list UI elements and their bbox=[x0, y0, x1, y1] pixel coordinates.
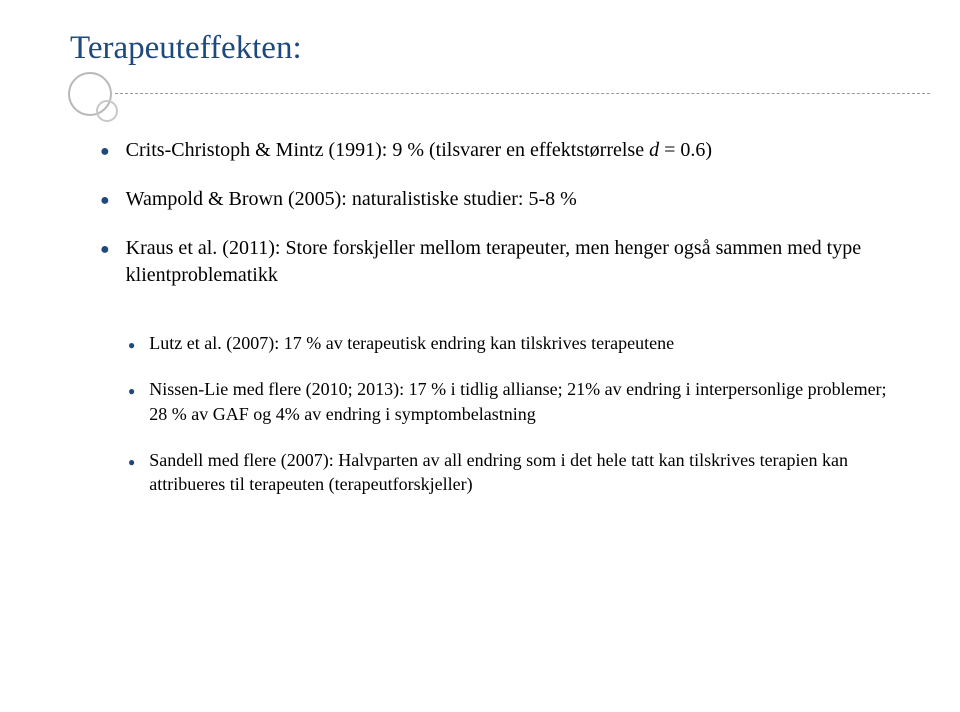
bullet-text: Nissen-Lie med flere (2010; 2013): 17 % … bbox=[149, 377, 890, 426]
text-segment: = 0.6) bbox=[664, 139, 712, 161]
bullet-text: Wampold & Brown (2005): naturalistiske s… bbox=[126, 186, 577, 213]
bullet-text: Crits-Christoph & Mintz (1991): 9 % (til… bbox=[126, 137, 712, 164]
bullet-marker-icon: ● bbox=[100, 141, 110, 163]
bullet-text: Sandell med flere (2007): Halvparten av … bbox=[149, 448, 890, 497]
content-area: ● Crits-Christoph & Mintz (1991): 9 % (t… bbox=[100, 137, 890, 496]
divider-line bbox=[115, 93, 930, 94]
bullet-main-2: ● Wampold & Brown (2005): naturalistiske… bbox=[100, 186, 890, 213]
bullet-main-1: ● Crits-Christoph & Mintz (1991): 9 % (t… bbox=[100, 137, 890, 164]
slide-container: Terapeuteffekten: ● Crits-Christoph & Mi… bbox=[0, 0, 960, 712]
bullet-marker-icon: ● bbox=[128, 454, 135, 470]
text-segment: Crits-Christoph & Mintz (1991): 9 % (til… bbox=[126, 139, 649, 161]
bullet-main-3: ● Kraus et al. (2011): Store forskjeller… bbox=[100, 235, 890, 289]
bullet-sub-1: ● Lutz et al. (2007): 17 % av terapeutis… bbox=[128, 331, 890, 355]
circles-decoration bbox=[68, 72, 112, 116]
slide-title: Terapeuteffekten: bbox=[70, 30, 890, 67]
bullet-text: Lutz et al. (2007): 17 % av terapeutisk … bbox=[149, 331, 674, 355]
bullet-text: Kraus et al. (2011): Store forskjeller m… bbox=[126, 235, 890, 289]
bullet-sub-3: ● Sandell med flere (2007): Halvparten a… bbox=[128, 448, 890, 497]
bullet-marker-icon: ● bbox=[128, 337, 135, 353]
italic-d: d bbox=[649, 139, 664, 161]
bullet-marker-icon: ● bbox=[128, 383, 135, 399]
bullet-sub-2: ● Nissen-Lie med flere (2010; 2013): 17 … bbox=[128, 377, 890, 426]
bullet-marker-icon: ● bbox=[100, 239, 110, 261]
bullet-marker-icon: ● bbox=[100, 190, 110, 212]
